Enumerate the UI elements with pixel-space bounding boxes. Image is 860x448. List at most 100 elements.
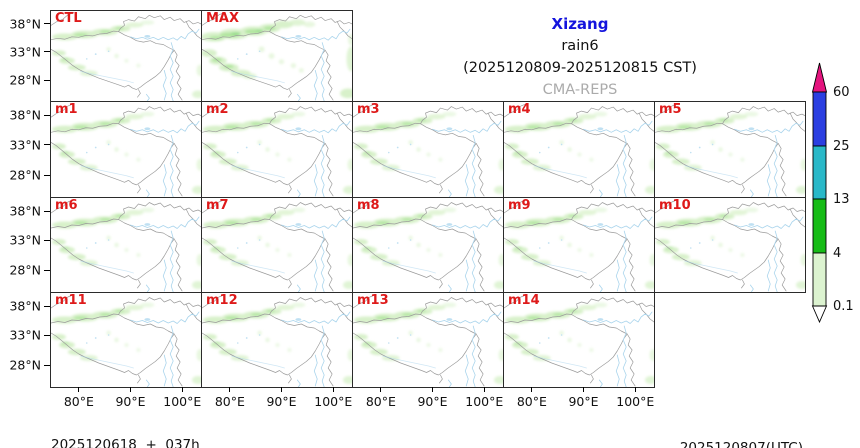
map-panel-m8: m8 <box>352 197 504 293</box>
colorbar: 60 25 13 4 0.1 <box>811 62 854 324</box>
y-axis-tick-label: 38°N <box>9 107 41 123</box>
y-axis-tick-label: 38°N <box>9 298 41 314</box>
map-panel-m12: m12 80°E 90°E 100°E <box>201 292 353 409</box>
map-panel-CTL: CTL 38°N 33°N 28°N <box>9 10 202 102</box>
map-panel-m5: m5 <box>654 101 806 198</box>
y-axis-tick-label: 33°N <box>9 44 41 59</box>
title-block: Xizang rain6 (2025120809-2025120815 CST)… <box>354 13 806 101</box>
x-axis-tick-label: 80°E <box>214 394 245 409</box>
x-axis-tick <box>229 387 231 392</box>
y-axis-tick-label: 28°N <box>9 357 41 373</box>
x-axis-tick <box>332 387 334 392</box>
map-panel-MAX: MAX <box>201 10 353 102</box>
y-axis-tick <box>44 210 50 212</box>
y-axis-tick <box>44 144 50 146</box>
map-panel-m9: m9 <box>503 197 655 293</box>
init-time-annotations: 2025120618 + 037h 2025120702 + 037h <box>51 403 200 448</box>
x-axis-tick <box>380 387 382 392</box>
panel-label: m12 <box>206 293 238 308</box>
x-axis-tick-label: 80°E <box>365 394 396 409</box>
x-axis-tick <box>181 387 183 392</box>
map-panel-m11: m11 38°N 33°N 28°N 80°E 90°E 100°E <box>9 292 202 409</box>
panel-label: m13 <box>357 293 389 308</box>
y-axis-tick <box>44 269 50 271</box>
colorbar-tick-label: 60 <box>833 85 850 100</box>
y-axis-tick-label: 28°N <box>9 72 41 88</box>
colorbar-band-25-60 <box>812 91 827 147</box>
panel-label: m11 <box>55 293 87 308</box>
colorbar-band-0.1-4 <box>812 252 827 307</box>
panel-label: MAX <box>206 11 240 26</box>
colorbar-band-13-25 <box>812 145 827 200</box>
valid-time-utc: 2025120807(UTC) <box>679 440 803 448</box>
x-axis-tick <box>78 387 80 392</box>
x-axis-tick <box>129 387 131 392</box>
map-panel-m3: m3 <box>352 101 504 198</box>
panel-label: m7 <box>206 198 229 213</box>
colorbar-band-4-13 <box>812 198 827 254</box>
panel-label: m1 <box>55 102 78 117</box>
y-axis-tick-label: 33°N <box>9 327 41 343</box>
x-axis-tick <box>531 387 533 392</box>
x-axis-tick-label: 100°E <box>314 394 353 409</box>
y-axis-tick-label: 38°N <box>9 16 41 32</box>
y-axis-tick-label: 28°N <box>9 167 41 183</box>
x-axis-tick <box>431 387 433 392</box>
map-panel-m14: m14 80°E 90°E 100°E <box>503 292 655 409</box>
region-title: Xizang <box>551 15 609 33</box>
y-axis-tick <box>44 51 50 52</box>
colorbar-tick-label: 13 <box>833 192 850 207</box>
map-panel-m7: m7 <box>201 197 353 293</box>
y-axis-tick <box>44 23 50 25</box>
map-panel-m4: m4 <box>503 101 655 198</box>
variable-title: rain6 <box>561 38 599 54</box>
x-axis-tick-label: 90°E <box>417 394 448 409</box>
panel-label: m2 <box>206 102 229 117</box>
panel-label: CTL <box>55 11 82 26</box>
y-axis-tick <box>44 114 50 116</box>
y-axis-tick <box>44 79 50 81</box>
map-panel-m2: m2 <box>201 101 353 198</box>
y-axis-tick <box>44 174 50 176</box>
panel-label: m14 <box>508 293 540 308</box>
colorbar-under-arrow <box>811 305 828 324</box>
y-axis-tick <box>44 334 50 336</box>
x-axis-tick <box>582 387 584 392</box>
y-axis-tick <box>44 305 50 307</box>
x-axis-tick <box>483 387 485 392</box>
colorbar-tick-label: 0.1 <box>833 299 854 314</box>
panel-label: m6 <box>55 198 78 213</box>
panel-label: m5 <box>659 102 682 117</box>
y-axis-tick-label: 33°N <box>9 137 41 153</box>
panel-label: m4 <box>508 102 531 117</box>
colorbar-over-arrow <box>811 62 828 93</box>
map-panel-m13: m13 80°E 90°E 100°E <box>352 292 504 409</box>
panel-label: m9 <box>508 198 531 213</box>
colorbar-tick-label: 25 <box>833 139 850 154</box>
x-axis-tick <box>634 387 636 392</box>
x-axis-tick-label: 100°E <box>616 394 655 409</box>
colorbar-tick-label: 4 <box>833 246 841 261</box>
panel-label: m8 <box>357 198 380 213</box>
map-panel-m10: m10 <box>654 197 806 293</box>
period-title: (2025120809-2025120815 CST) <box>463 60 697 76</box>
panel-label: m10 <box>659 198 691 213</box>
y-axis-tick-label: 28°N <box>9 262 41 278</box>
valid-time-annotations: 2025120807(UTC) 2025120815(CST) <box>680 406 803 448</box>
y-axis-tick-label: 33°N <box>9 232 41 248</box>
model-title: CMA-REPS <box>542 82 618 98</box>
x-axis-tick-label: 100°E <box>465 394 504 409</box>
y-axis-tick <box>44 239 50 241</box>
panel-label: m3 <box>357 102 380 117</box>
x-axis-tick-label: 80°E <box>516 394 547 409</box>
map-panel-m1: m1 38°N 33°N 28°N <box>9 101 202 198</box>
x-axis-tick-label: 90°E <box>568 394 599 409</box>
y-axis-tick <box>44 364 50 366</box>
init-time-line-1: 2025120618 + 037h <box>51 437 200 448</box>
y-axis-tick-label: 38°N <box>9 203 41 219</box>
x-axis-tick-label: 90°E <box>266 394 297 409</box>
x-axis-tick-label: 80°E <box>63 394 94 409</box>
x-axis-tick <box>280 387 282 392</box>
map-panel-m6: m6 38°N 33°N 28°N <box>9 197 202 293</box>
